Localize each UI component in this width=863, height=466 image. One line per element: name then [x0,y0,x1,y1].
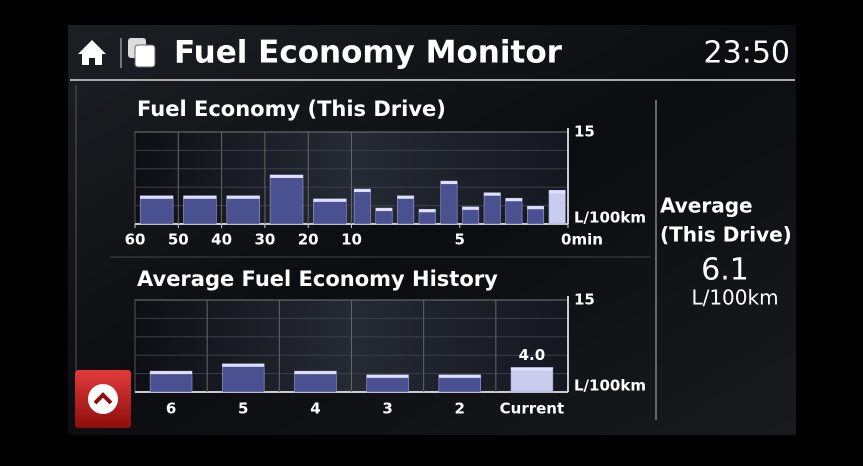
x-tick-label: 40 [211,231,232,249]
y-axis-unit: L/100km [574,377,646,395]
clock: 23:50 [704,36,790,71]
bar [183,195,217,225]
x-tick-label: 5 [238,400,248,418]
bar-cap [294,371,337,375]
x-tick-label: 10 [341,231,362,249]
x-tick-label: 20 [298,231,319,249]
value-label: 4.0 [519,346,546,364]
x-tick-label: 0min [561,231,603,249]
x-tick-label: 60 [125,231,146,249]
x-tick-label: Current [500,400,565,418]
chart-title: Fuel Economy (This Drive) [137,97,446,121]
page-title: Fuel Economy Monitor [174,35,563,71]
bar-cap [462,206,479,210]
x-tick-label: 3 [382,400,392,418]
bar [505,197,523,225]
y-tick-label: 15 [574,123,595,141]
bar-cap [366,374,409,378]
bar-cap [270,174,304,178]
x-tick-label: 6 [166,400,176,418]
bar-cap [313,198,347,202]
scroll-up-icon [88,384,118,414]
scroll-up-arrow [93,392,113,405]
bar [397,195,415,225]
bar-cap [150,371,193,375]
bar-cap [483,192,501,196]
bar-cap [222,363,265,367]
bar [269,174,304,225]
average-value: 6.1 [701,253,749,288]
bar-cap [527,206,544,210]
x-tick-label: 4 [310,400,320,418]
bar [440,180,458,225]
apps-icon-front [134,44,156,68]
bar-cap [440,181,458,185]
bar-cap [438,374,481,378]
average-unit: L/100km [691,286,778,310]
bar-cap [375,208,393,212]
bar [313,198,347,225]
y-tick-label: 15 [574,291,595,309]
bar-cap [183,195,217,199]
bar [483,192,501,225]
bar [226,195,261,225]
chart-title: Average Fuel Economy History [137,267,498,291]
bar-cap [505,198,523,202]
bar [353,188,371,225]
x-tick-label: 50 [168,231,189,249]
bar [149,370,193,393]
bar-cap [510,367,553,371]
bar-cap [226,195,260,199]
bar-cap [548,190,566,194]
y-axis-unit: L/100km [574,209,646,227]
average-label: Average [660,194,753,218]
x-tick-label: 30 [254,231,275,249]
bar [548,189,566,225]
bar-cap [397,195,414,199]
bar [294,370,337,393]
average-label: (This Drive) [660,223,792,247]
bar-cap [354,189,371,193]
x-tick-label: 2 [455,400,465,418]
bar-cap [140,195,174,199]
bar [222,363,265,393]
bar [139,195,174,225]
home-icon[interactable] [78,40,106,65]
bar [510,367,554,393]
x-tick-label: 5 [455,231,465,249]
bar-cap [419,209,436,213]
